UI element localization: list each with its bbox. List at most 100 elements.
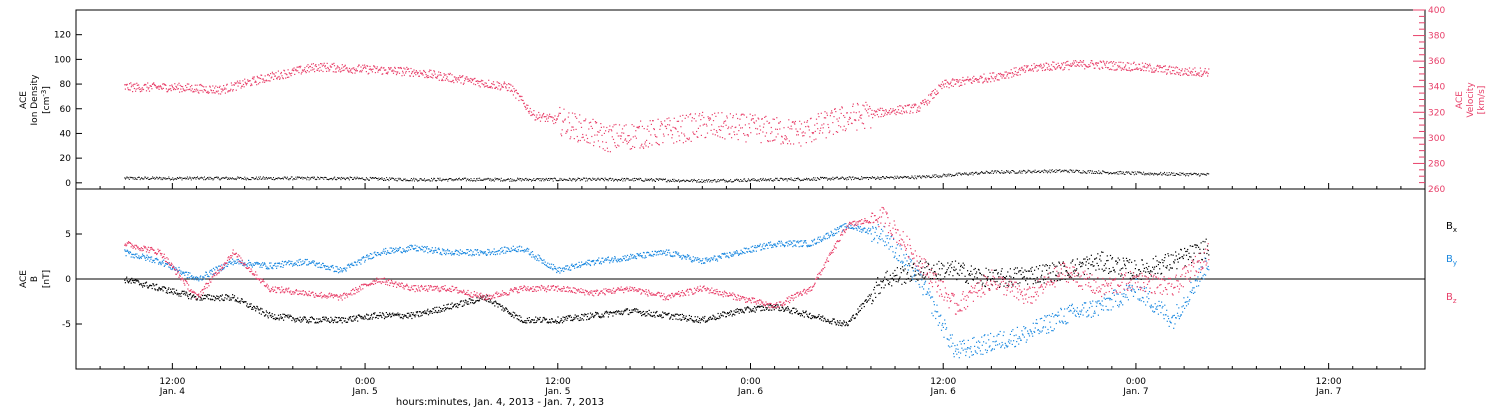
velocity-point — [477, 80, 478, 81]
density-point — [757, 181, 758, 182]
density-point — [672, 179, 673, 180]
velocity-point — [266, 80, 267, 81]
bx-point — [1158, 261, 1159, 262]
bx-point — [907, 272, 908, 273]
bx-point — [1014, 269, 1015, 270]
velocity-point — [668, 117, 669, 118]
velocity-point — [130, 82, 131, 83]
bx-point — [153, 284, 154, 285]
bx-point — [719, 316, 720, 317]
density-point — [1134, 174, 1135, 175]
velocity-point — [369, 66, 370, 67]
by-point — [136, 253, 137, 254]
velocity-point — [1081, 64, 1082, 65]
bx-point — [185, 294, 186, 295]
velocity-point — [355, 70, 356, 71]
velocity-point — [820, 130, 821, 131]
velocity-point — [1000, 76, 1001, 77]
velocity-point — [142, 87, 143, 88]
velocity-point — [654, 129, 655, 130]
velocity-point — [940, 86, 941, 87]
bx-point — [180, 293, 181, 294]
velocity-point — [560, 113, 561, 114]
bx-point — [1079, 264, 1080, 265]
velocity-point — [570, 136, 571, 137]
bx-point — [1013, 277, 1014, 278]
bx-point — [948, 267, 949, 268]
bx-point — [915, 275, 916, 276]
velocity-point — [657, 143, 658, 144]
velocity-point — [1012, 73, 1013, 74]
density-point — [124, 177, 125, 178]
bx-point — [756, 309, 757, 310]
by-point — [126, 255, 127, 256]
density-point — [563, 180, 564, 181]
density-point — [466, 180, 467, 181]
bx-point — [535, 317, 536, 318]
bx-point — [381, 317, 382, 318]
bx-point — [727, 313, 728, 314]
bx-point — [435, 310, 436, 311]
velocity-point — [157, 87, 158, 88]
bx-point — [231, 297, 232, 298]
bx-point — [1009, 276, 1010, 277]
velocity-point — [313, 68, 314, 69]
bx-point — [835, 322, 836, 323]
density-point — [164, 178, 165, 179]
velocity-point — [1115, 62, 1116, 63]
velocity-point — [1098, 63, 1099, 64]
bx-point — [720, 317, 721, 318]
velocity-point — [281, 75, 282, 76]
velocity-point — [454, 77, 455, 78]
velocity-point — [1149, 70, 1150, 71]
density-point — [1050, 172, 1051, 173]
velocity-point — [1079, 66, 1080, 67]
velocity-point — [1104, 63, 1105, 64]
velocity-point — [448, 73, 449, 74]
density-point — [171, 179, 172, 180]
velocity-point — [1056, 64, 1057, 65]
velocity-point — [412, 71, 413, 72]
velocity-point — [689, 138, 690, 139]
density-point — [571, 180, 572, 181]
velocity-point — [736, 114, 737, 115]
density-point — [541, 180, 542, 181]
bx-point — [275, 319, 276, 320]
bx-point — [283, 320, 284, 321]
bx-point — [734, 314, 735, 315]
bx-point — [240, 300, 241, 301]
velocity-point — [1093, 63, 1094, 64]
bx-point — [702, 319, 703, 320]
density-point — [905, 176, 906, 177]
bx-point — [890, 275, 891, 276]
density-point — [1180, 172, 1181, 173]
velocity-point — [1196, 75, 1197, 76]
density-point — [585, 181, 586, 182]
bx-point — [1187, 249, 1188, 250]
bx-point — [1171, 254, 1172, 255]
velocity-point — [565, 119, 566, 120]
bx-point — [147, 285, 148, 286]
density-point — [414, 181, 415, 182]
velocity-point — [509, 87, 510, 88]
density-point — [540, 178, 541, 179]
density-point — [879, 179, 880, 180]
velocity-point — [272, 73, 273, 74]
bx-point — [425, 312, 426, 313]
velocity-point — [630, 139, 631, 140]
density-point — [272, 179, 273, 180]
velocity-point — [832, 112, 833, 113]
bx-point — [608, 314, 609, 315]
bx-point — [524, 322, 525, 323]
bx-point — [512, 315, 513, 316]
bx-point — [1083, 259, 1084, 260]
density-point — [707, 181, 708, 182]
bx-point — [335, 322, 336, 323]
density-point — [543, 178, 544, 179]
bx-point — [301, 319, 302, 320]
velocity-point — [676, 141, 677, 142]
velocity-point — [930, 95, 931, 96]
velocity-point — [247, 83, 248, 84]
bx-point — [1024, 270, 1025, 271]
velocity-point — [207, 91, 208, 92]
